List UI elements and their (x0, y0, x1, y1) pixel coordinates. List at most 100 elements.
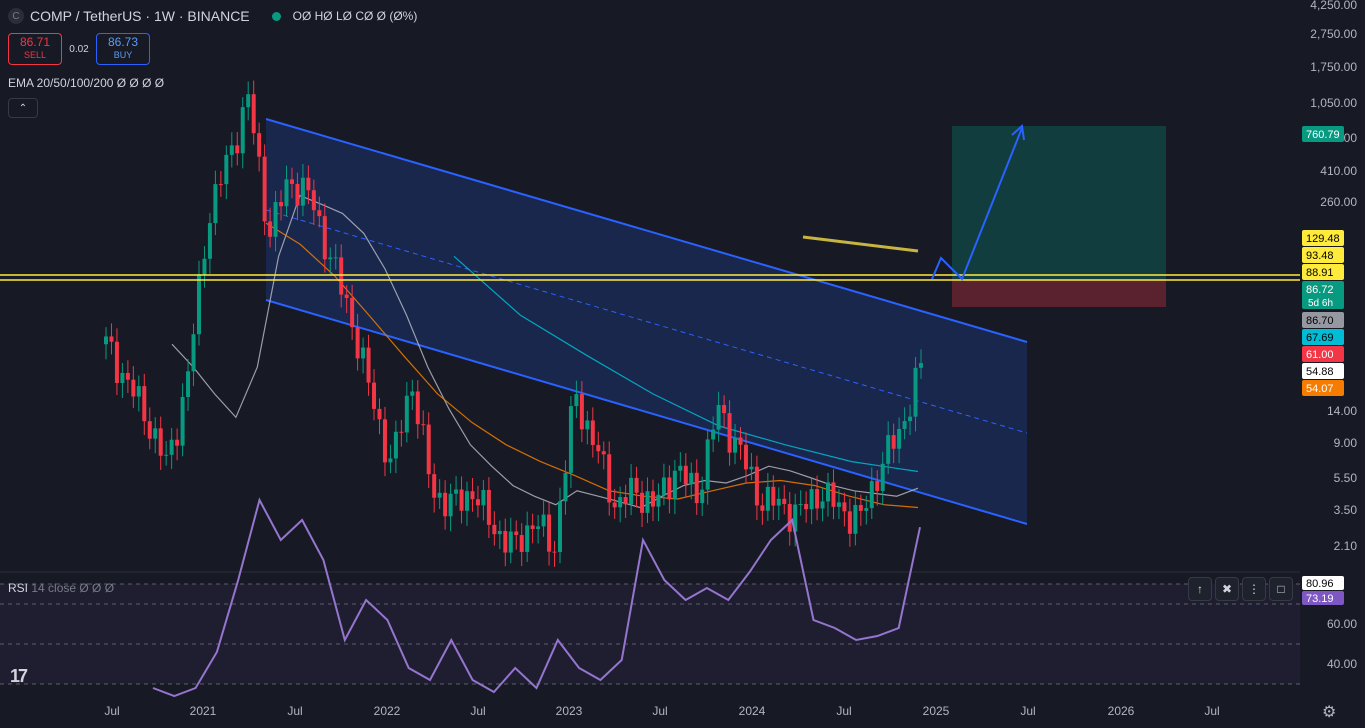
candle-body (350, 297, 355, 328)
candle-body (322, 216, 327, 260)
ohlc-values: OØ HØ LØ CØ Ø (Ø%) (292, 9, 418, 23)
rsi-tick-label: 40.00 (1327, 657, 1357, 671)
candle-body (623, 497, 628, 505)
candle-body (289, 179, 294, 184)
channel-lower-line (265, 299, 1028, 525)
rsi-legend[interactable]: RSI 14 close Ø Ø Ø (8, 581, 114, 595)
candle-body (295, 183, 300, 206)
candle-body (508, 531, 513, 553)
candle-body (689, 472, 694, 485)
target-line (802, 235, 919, 253)
candle-body (672, 470, 677, 500)
candle-body (311, 190, 316, 211)
candle-body (541, 514, 546, 527)
x-tick-label: 2021 (190, 704, 217, 718)
candle-body (393, 431, 398, 459)
candle-body (727, 413, 732, 453)
candle-body (306, 177, 311, 191)
buy-button[interactable]: 86.73 BUY (96, 33, 150, 65)
candle-body (372, 382, 377, 409)
axes: Jul 2021 Jul 2022 Jul 2023 Jul 2024 Jul 2025 Jul 20… (104, 0, 1357, 718)
candle-body (765, 486, 770, 511)
candle-body (426, 424, 431, 475)
candle-body (279, 202, 284, 207)
candle-body (864, 508, 869, 511)
rsi-tick-label: 60.00 (1327, 617, 1357, 631)
x-tick-label: 2023 (556, 704, 583, 718)
tradingview-logo[interactable]: 17 (10, 666, 28, 686)
symbol-title[interactable]: COMP / TetherUS · 1W · BINANCE (30, 8, 250, 24)
pane-toolbar: ↑ ✖ ⋮ □ (1188, 577, 1293, 601)
price-label-bg (1302, 312, 1344, 328)
candle-body (826, 482, 831, 502)
price-label-bg (1302, 281, 1344, 309)
y-tick-label: 2.10 (1334, 539, 1358, 553)
x-tick-label: Jul (104, 704, 119, 718)
price-label-bg (1302, 380, 1344, 396)
candle-body (858, 504, 863, 511)
candle-body (262, 156, 267, 222)
y-tick-label: 5.50 (1334, 471, 1358, 485)
rsi-pane (152, 497, 921, 698)
candle-body (519, 535, 524, 552)
rsi-value-label: 80.96 (1306, 578, 1334, 590)
candle-body (410, 391, 415, 396)
candle-body (722, 405, 727, 414)
chart-header: C COMP / TetherUS · 1W · BINANCE OØ HØ L… (8, 6, 417, 26)
maximize-icon[interactable]: □ (1269, 577, 1293, 601)
candle-body (771, 486, 776, 506)
candle-body (361, 347, 366, 359)
more-icon[interactable]: ⋮ (1242, 577, 1266, 601)
rsi-value-label: 73.19 (1306, 593, 1334, 605)
candle-body (782, 498, 787, 504)
x-tick-label: Jul (836, 704, 851, 718)
arrow-up-icon[interactable]: ↑ (1188, 577, 1212, 601)
y-tick-label: 410.00 (1320, 164, 1357, 178)
candle-body (503, 530, 508, 553)
candle-body (563, 472, 568, 502)
candle-body (749, 466, 754, 470)
candle-body (404, 395, 409, 433)
candle-body (207, 223, 212, 259)
candle-body (273, 202, 278, 237)
ema-legend[interactable]: EMA 20/50/100/200 Ø Ø Ø Ø (8, 76, 165, 90)
chevron-up-icon[interactable]: ⌃ (8, 98, 38, 118)
candle-body (246, 94, 251, 108)
candle-body (224, 154, 229, 185)
candle-body (815, 489, 820, 509)
trash-icon[interactable]: ✖ (1215, 577, 1239, 601)
candle-body (656, 494, 661, 507)
candle-body (902, 421, 907, 429)
price-label-bg (1302, 363, 1344, 379)
candle-body (388, 458, 393, 463)
candle-body (465, 491, 470, 511)
candle-body (158, 428, 163, 456)
candle-body (568, 406, 573, 473)
x-tick-label: 2026 (1108, 704, 1135, 718)
candle-body (618, 497, 623, 508)
x-tick-label: Jul (1204, 704, 1219, 718)
candle-body (257, 133, 262, 157)
candle-body (366, 347, 371, 383)
candle-body (109, 336, 114, 342)
candle-body (443, 492, 448, 517)
candle-body (530, 525, 535, 529)
candle-body (317, 210, 322, 217)
annotations (0, 124, 1300, 281)
candle-body (120, 372, 125, 383)
candle-body (678, 465, 683, 471)
y-tick-label: 1,050.00 (1310, 96, 1357, 110)
candle-body (645, 491, 650, 513)
candle-body (733, 437, 738, 453)
sell-button[interactable]: 86.71 SELL (8, 33, 62, 65)
candle-body (125, 372, 130, 380)
candle-body (339, 257, 344, 295)
rsi-value-bg (1302, 576, 1344, 590)
candle-body (705, 439, 710, 490)
candle-body (738, 437, 743, 445)
candle-body (328, 257, 333, 260)
candles (104, 80, 923, 567)
candle-body (415, 391, 420, 425)
gear-icon[interactable]: ⚙ (1322, 704, 1337, 721)
